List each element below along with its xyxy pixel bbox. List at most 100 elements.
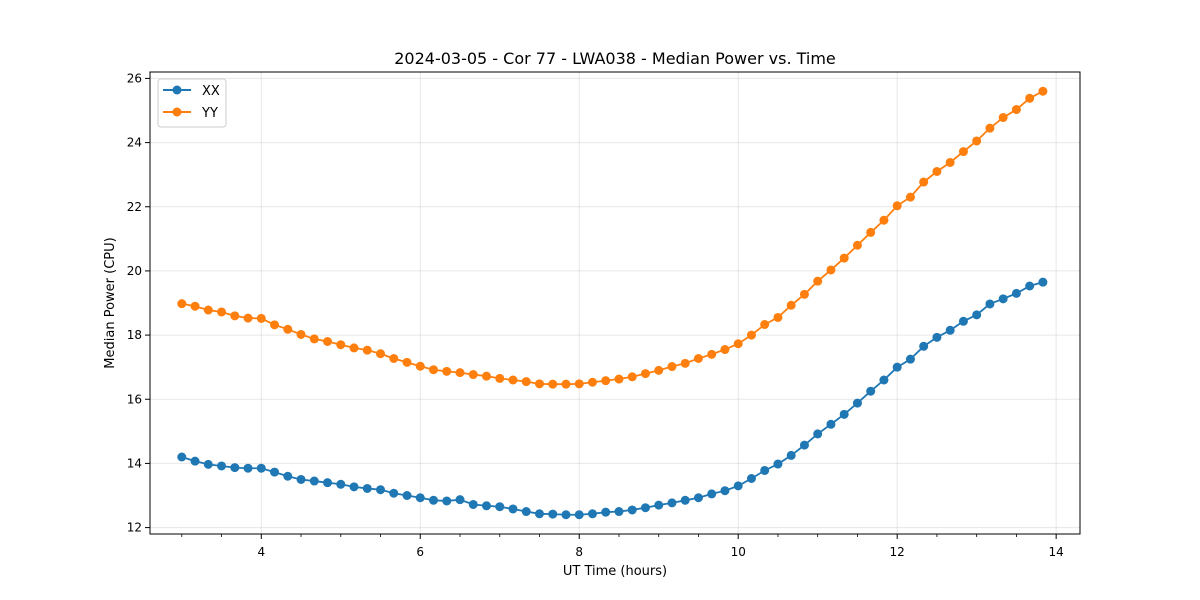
data-point-yy [972,136,982,146]
legend-label-yy: YY [201,106,218,121]
data-point-yy [508,375,518,385]
x-tick-label: 6 [416,545,424,559]
data-point-yy [217,307,227,317]
data-point-xx [919,341,929,351]
data-point-xx [177,452,187,462]
data-point-yy [203,305,213,315]
y-tick-label: 18 [127,328,142,342]
data-point-xx [256,463,266,473]
data-point-yy [852,240,862,250]
data-point-yy [389,354,399,363]
data-point-xx [879,375,889,385]
data-point-xx [561,510,571,520]
data-point-yy [1011,105,1021,115]
data-point-xx [1011,288,1021,298]
data-point-xx [336,479,346,489]
data-point-xx [614,507,624,517]
data-point-xx [667,498,677,508]
data-point-yy [495,373,505,383]
x-tick-label: 10 [731,545,746,559]
data-point-xx [376,485,386,495]
data-point-yy [905,192,915,202]
data-point-yy [574,379,584,389]
data-point-yy [945,157,955,167]
data-point-yy [190,301,200,311]
data-point-yy [548,379,558,389]
data-point-xx [892,362,902,372]
data-point-xx [707,489,717,499]
data-point-yy [415,361,425,371]
x-tick-label: 12 [890,545,905,559]
x-tick-label: 14 [1049,545,1064,559]
data-point-xx [786,450,796,460]
data-point-yy [468,370,478,380]
plot-frame [149,71,1081,535]
legend-label-xx: XX [202,84,220,99]
y-tick-label: 20 [127,264,142,278]
data-point-yy [932,166,942,176]
data-point-yy [243,313,253,323]
data-point-yy [455,368,465,378]
data-point-xx [455,495,465,505]
data-point-xx [627,505,637,515]
data-point-xx [985,299,995,309]
data-point-xx [415,493,425,503]
data-point-yy [601,376,611,386]
data-point-xx [190,456,200,466]
data-point-yy [587,377,597,387]
x-axis-label: UT Time (hours) [563,564,667,579]
data-point-yy [1038,86,1048,96]
data-point-xx [640,503,650,513]
data-point-xx [389,488,399,498]
data-point-xx [521,507,531,517]
data-point-yy [813,276,823,286]
data-point-yy [985,123,995,133]
data-point-xx [826,419,836,429]
data-point-xx [402,491,412,500]
data-point-xx [442,496,452,506]
data-point-xx [852,398,862,408]
data-point-yy [270,320,280,330]
data-point-xx [217,461,227,471]
y-axis-label: Median Power (CPU) [103,237,118,368]
data-point-xx [534,509,544,519]
data-point-yy [786,300,796,310]
data-point-xx [958,316,968,326]
data-point-xx [203,459,213,469]
legend-marker-yy [172,107,182,117]
data-point-xx [548,509,558,519]
data-point-xx [362,483,372,493]
data-point-yy [614,374,624,384]
data-point-xx [945,325,955,335]
data-point-yy [773,312,783,322]
y-axis: 12 14 16 18 20 22 24 26 [127,71,150,535]
y-tick-label: 24 [127,136,142,150]
data-point-yy [336,340,346,350]
data-point-xx [680,495,690,505]
y-tick-label: 12 [127,521,142,535]
data-point-xx [972,310,982,320]
data-point-yy [866,227,876,237]
data-point-yy [429,365,439,375]
data-point-yy [323,337,333,346]
data-point-yy [667,362,677,372]
data-point-yy [879,215,889,225]
data-point-xx [760,465,770,475]
data-point-xx [905,354,915,364]
data-point-yy [256,313,266,323]
data-point-xx [654,500,664,510]
data-point-yy [296,329,306,339]
data-point-yy [839,253,849,263]
data-point-xx [230,463,240,473]
data-point-xx [998,294,1008,304]
y-tick-label: 22 [127,200,142,214]
data-point-xx [746,474,756,483]
data-point-yy [799,289,809,299]
data-point-xx [733,481,743,491]
x-tick-label: 4 [257,545,265,559]
data-point-yy [561,379,571,389]
data-point-xx [574,510,584,520]
data-point-xx [839,409,849,419]
data-point-xx [601,507,611,517]
data-point-xx [495,502,505,512]
